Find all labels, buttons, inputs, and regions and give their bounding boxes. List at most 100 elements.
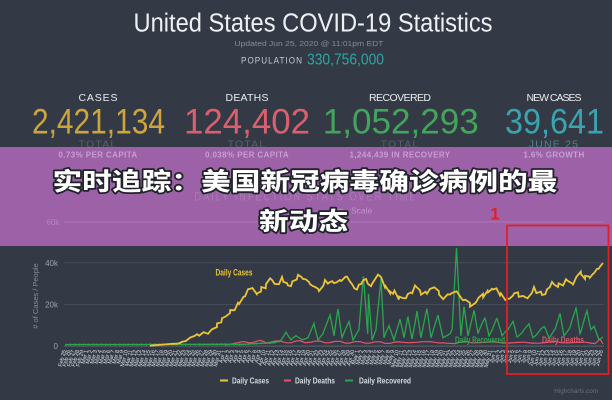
svg-text:Jun 12: Jun 12 xyxy=(537,349,547,367)
svg-text:Jun 1: Jun 1 xyxy=(489,349,498,364)
svg-text:May 20: May 20 xyxy=(435,349,445,368)
svg-text:Daily Cases: Daily Cases xyxy=(216,268,253,278)
svg-text:May 28: May 28 xyxy=(470,349,480,368)
svg-text:May 15: May 15 xyxy=(412,349,422,368)
svg-text:Mar 14: Mar 14 xyxy=(138,349,148,367)
svg-text:124,402: 124,402 xyxy=(184,102,310,141)
svg-text:Mar 18: Mar 18 xyxy=(155,349,165,367)
svg-text:Mar 26: Mar 26 xyxy=(191,349,201,367)
svg-text:May 16: May 16 xyxy=(417,349,427,368)
svg-text:Apr 16: Apr 16 xyxy=(284,349,294,366)
svg-text:Apr 7: Apr 7 xyxy=(245,349,254,363)
svg-text:May 12: May 12 xyxy=(399,349,409,368)
svg-text:Apr 23: Apr 23 xyxy=(315,349,325,366)
svg-text:Mar 16: Mar 16 xyxy=(147,349,157,367)
svg-text:Mar 10: Mar 10 xyxy=(120,349,130,367)
svg-text:Apr 19: Apr 19 xyxy=(298,349,308,366)
svg-text:Apr 10: Apr 10 xyxy=(258,349,268,366)
svg-text:60k: 60k xyxy=(46,218,60,227)
svg-text:Jun 8: Jun 8 xyxy=(520,349,529,364)
svg-text:Mar 27: Mar 27 xyxy=(195,349,205,367)
svg-text:Jun 2: Jun 2 xyxy=(494,349,503,364)
svg-text:May 8: May 8 xyxy=(382,349,392,365)
svg-text:Jun 22: Jun 22 xyxy=(582,349,592,367)
svg-text:May 17: May 17 xyxy=(421,349,431,368)
svg-text:Apr 18: Apr 18 xyxy=(293,349,303,366)
svg-text:Apr 27: Apr 27 xyxy=(333,349,343,366)
svg-text:May 24: May 24 xyxy=(452,349,462,368)
svg-text:Jun 3: Jun 3 xyxy=(498,349,507,364)
svg-text:2,421,134: 2,421,134 xyxy=(32,102,165,141)
svg-text:Apr 20: Apr 20 xyxy=(302,349,312,366)
svg-text:DAILY INFECTION STATS OVER TIM: DAILY INFECTION STATS OVER TIME xyxy=(195,192,418,204)
svg-text:POPULATION: POPULATION xyxy=(241,56,303,67)
svg-text:Apr 13: Apr 13 xyxy=(271,349,281,366)
svg-text:Jun 17: Jun 17 xyxy=(559,349,569,367)
svg-text:Apr 30: Apr 30 xyxy=(346,349,356,366)
svg-text:Feb 28: Feb 28 xyxy=(71,349,81,367)
svg-text:Jun 20: Jun 20 xyxy=(573,349,583,367)
svg-text:# of Cases / People: # of Cases / People xyxy=(31,263,40,328)
svg-text:39,641: 39,641 xyxy=(505,102,604,141)
svg-text:May 19: May 19 xyxy=(430,349,440,368)
svg-text:May 7: May 7 xyxy=(378,349,388,365)
svg-text:Jun 16: Jun 16 xyxy=(555,349,565,367)
svg-text:Mar 22: Mar 22 xyxy=(173,349,183,367)
svg-text:Mar 19: Mar 19 xyxy=(160,349,170,367)
svg-text:Mar 15: Mar 15 xyxy=(142,349,152,367)
svg-text:Jun 9: Jun 9 xyxy=(525,349,534,364)
svg-text:0: 0 xyxy=(54,342,59,351)
svg-text:Mar 13: Mar 13 xyxy=(133,349,143,367)
svg-text:Mar 8: Mar 8 xyxy=(112,349,121,364)
svg-text:May 26: May 26 xyxy=(461,349,471,368)
svg-text:Mar 11: Mar 11 xyxy=(124,349,134,367)
svg-text:Daily Recovered: Daily Recovered xyxy=(359,376,411,386)
svg-text:May 9: May 9 xyxy=(387,349,397,365)
svg-text:Jun 13: Jun 13 xyxy=(542,349,552,367)
svg-text:May 10: May 10 xyxy=(390,349,400,368)
svg-text:Feb 27: Feb 27 xyxy=(67,349,77,367)
svg-text:May 22: May 22 xyxy=(444,349,454,368)
svg-text:20k: 20k xyxy=(45,301,59,310)
svg-text:Apr 8: Apr 8 xyxy=(250,349,259,363)
svg-text:Mar 2: Mar 2 xyxy=(85,349,94,364)
svg-text:May 3: May 3 xyxy=(360,349,370,365)
svg-text:Feb 25: Feb 25 xyxy=(58,349,68,367)
svg-text:Updated Jun 25, 2020 @ 11:01pm: Updated Jun 25, 2020 @ 11:01pm EDT xyxy=(235,39,384,48)
svg-text:Daily Deaths: Daily Deaths xyxy=(542,335,584,345)
svg-text:Mar 30: Mar 30 xyxy=(209,349,219,367)
svg-text:Apr 15: Apr 15 xyxy=(280,349,290,366)
svg-text:Feb 29: Feb 29 xyxy=(76,349,86,367)
svg-text:Apr 25: Apr 25 xyxy=(324,349,334,366)
svg-text:Mar 29: Mar 29 xyxy=(204,349,214,367)
svg-text:May 30: May 30 xyxy=(479,349,489,368)
svg-text:May 18: May 18 xyxy=(426,349,436,368)
svg-text:May 5: May 5 xyxy=(369,349,379,365)
svg-text:Apr 22: Apr 22 xyxy=(311,349,321,366)
svg-text:United States COVID-19 Statist: United States COVID-19 Statistics xyxy=(134,10,493,38)
svg-text:Jun 23: Jun 23 xyxy=(586,349,596,367)
svg-text:Mar 24: Mar 24 xyxy=(182,349,192,367)
svg-text:Mar 20: Mar 20 xyxy=(164,349,174,367)
svg-text:Mar 25: Mar 25 xyxy=(186,349,196,367)
svg-text:May 13: May 13 xyxy=(404,349,414,368)
svg-text:Daily Recovered: Daily Recovered xyxy=(455,335,505,345)
svg-text:Feb 26: Feb 26 xyxy=(62,349,72,367)
svg-text:Apr 17: Apr 17 xyxy=(289,349,299,366)
svg-text:Apr 4: Apr 4 xyxy=(232,349,241,363)
svg-text:May 11: May 11 xyxy=(395,349,405,368)
svg-text:Apr 9: Apr 9 xyxy=(254,349,263,363)
svg-text:40k: 40k xyxy=(45,259,59,268)
svg-text:Jun 18: Jun 18 xyxy=(564,349,574,367)
svg-text:Highcharts.com: Highcharts.com xyxy=(554,388,598,395)
svg-text:May 27: May 27 xyxy=(466,349,476,368)
svg-text:RECOVERED: RECOVERED xyxy=(369,92,431,104)
svg-text:Jun 21: Jun 21 xyxy=(577,349,587,367)
svg-text:Apr 1: Apr 1 xyxy=(219,349,228,363)
svg-text:Mar 17: Mar 17 xyxy=(151,349,161,367)
svg-text:May 4: May 4 xyxy=(364,349,374,365)
svg-text:Mar 12: Mar 12 xyxy=(129,349,139,367)
svg-text:CASES: CASES xyxy=(79,92,118,104)
svg-text:Mar 7: Mar 7 xyxy=(107,349,116,364)
svg-text:Apr 2: Apr 2 xyxy=(223,349,232,363)
